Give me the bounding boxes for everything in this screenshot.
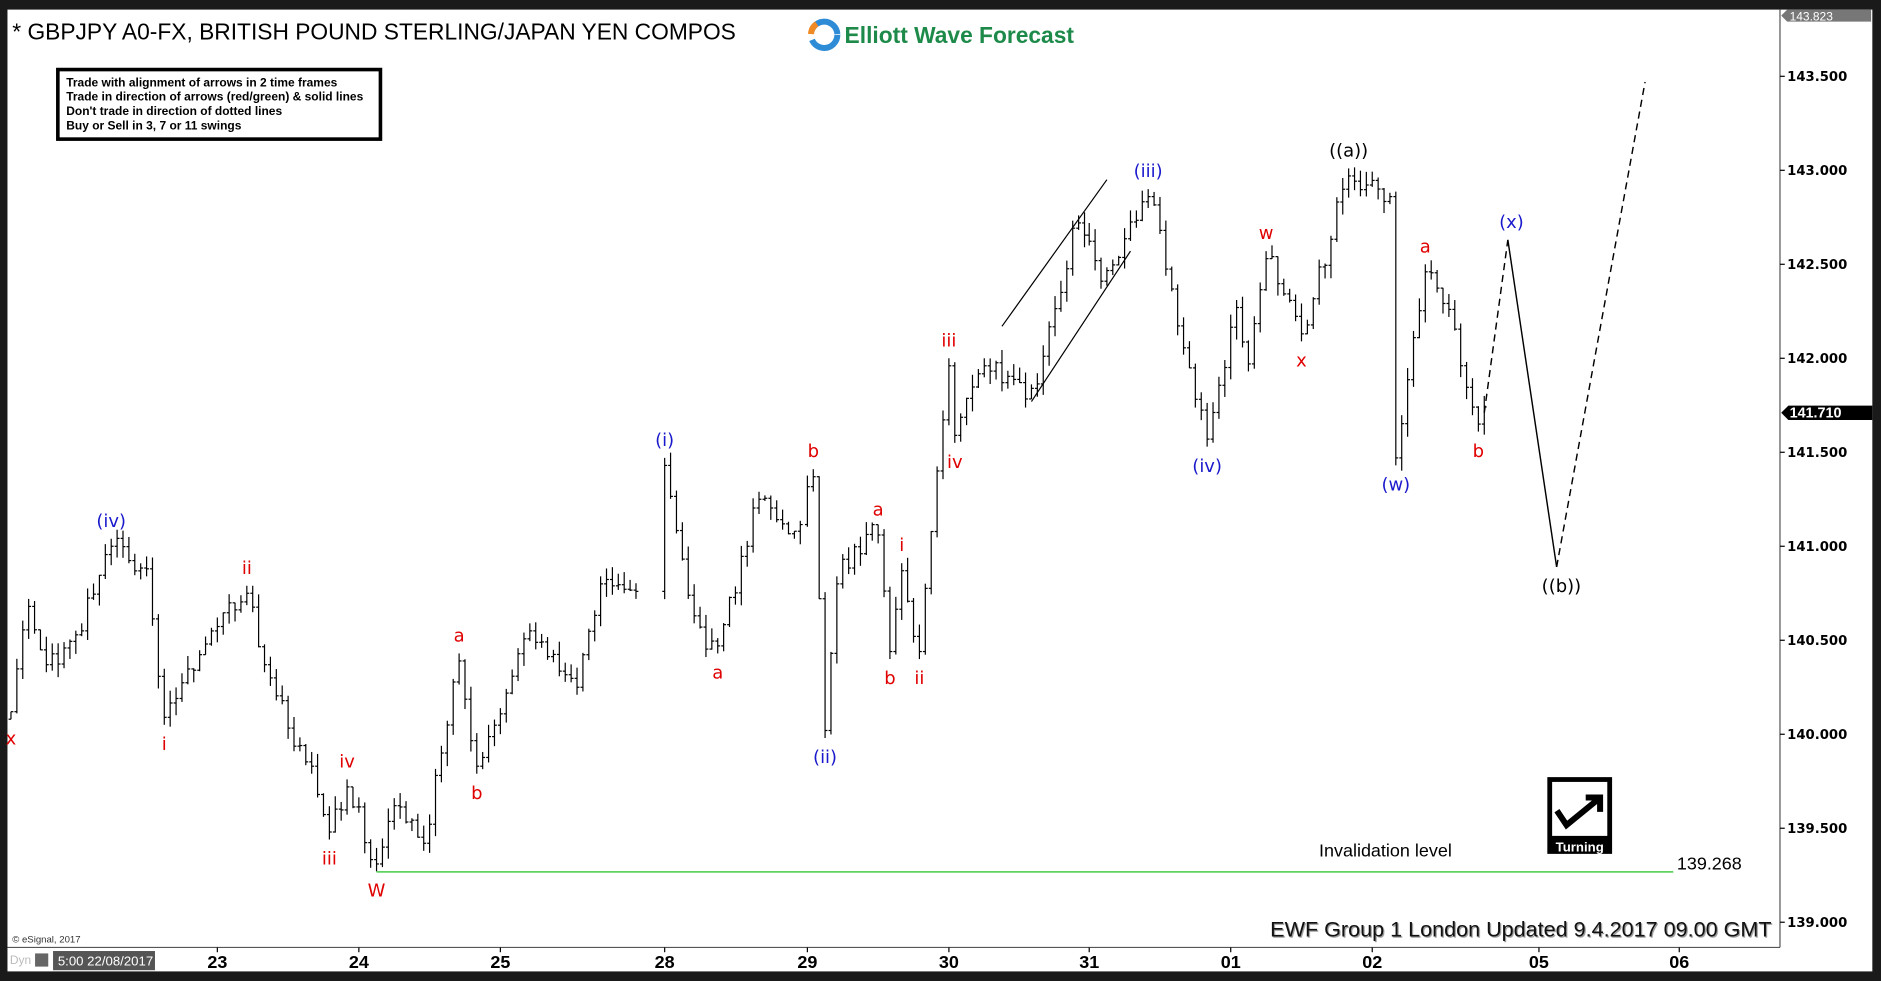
wave-label: (x)	[1499, 212, 1524, 233]
wave-label: ii	[914, 668, 924, 689]
wave-label: (i)	[655, 430, 674, 451]
wave-label: (w)	[1381, 475, 1410, 496]
invalidation-label: Invalidation level	[1319, 840, 1452, 860]
last-price-tag	[1781, 405, 1873, 420]
x-tick-label: 06	[1669, 952, 1689, 972]
projection-path-segment	[1507, 239, 1558, 568]
x-tick-label: 01	[1221, 952, 1241, 972]
x-tick-label: 05	[1529, 952, 1549, 972]
wave-label: iv	[947, 452, 963, 473]
x-tick-label: 31	[1079, 952, 1099, 972]
y-tick-label: 141.500	[1787, 446, 1847, 461]
x-tick-label: 28	[655, 952, 675, 972]
wave-label: x	[1296, 351, 1307, 372]
high-price-tag-label: 143.823	[1790, 9, 1834, 23]
price-bars	[8, 167, 1487, 872]
wave-label: (ii)	[813, 747, 837, 768]
y-tick-label: 139.000	[1787, 916, 1847, 931]
wave-label: b	[471, 783, 482, 804]
rule-line: Trade with alignment of arrows in 2 time…	[66, 75, 337, 89]
wave-label: iv	[339, 751, 355, 772]
wave-label: (iv)	[1192, 456, 1222, 477]
price-axis[interactable]: 143.500 143.000 142.500 142.000 141.500 141.0…	[1779, 9, 1873, 931]
wave-labels: x(iv)iiiiiiivWab(i)ab(ii)abiiiiiiiv(iii)…	[6, 140, 1581, 901]
rule-line: Trade in direction of arrows (red/green)…	[66, 90, 363, 104]
x-tick-label: 25	[490, 952, 510, 972]
wave-overlay	[376, 81, 1674, 873]
logo: Elliott Wave Forecast	[807, 18, 1075, 51]
cursor-date-box	[53, 951, 155, 971]
projection-path-segment	[1483, 239, 1509, 413]
y-tick-label: 140.500	[1787, 634, 1847, 649]
x-tick-label: 02	[1362, 952, 1382, 972]
wave-label: x	[6, 728, 17, 749]
logo-swirl-icon	[807, 18, 841, 51]
y-tick-label: 141.000	[1787, 540, 1847, 555]
check-arrow-up-right-icon	[1554, 794, 1604, 830]
wave-label: ii	[242, 558, 252, 579]
copyright: © eSignal, 2017	[12, 935, 80, 946]
y-tick-label: 142.500	[1787, 258, 1847, 273]
wave-label: (iv)	[96, 511, 126, 532]
logo-text: Elliott Wave Forecast	[845, 22, 1075, 48]
y-tick-label: 142.000	[1787, 352, 1847, 367]
y-tick-label: 143.000	[1787, 164, 1847, 179]
x-tick-label: 29	[797, 952, 817, 972]
updated-text: EWF Group 1 London Updated 9.4.2017 09.0…	[1270, 917, 1771, 942]
cursor-date: 5:00 22/08/2017	[58, 953, 153, 968]
y-tick-label: 143.500	[1787, 70, 1847, 85]
high-price-tag	[1781, 9, 1872, 22]
wave-label: b	[884, 668, 895, 689]
wave-label: w	[1259, 223, 1274, 244]
wave-label: a	[1420, 236, 1431, 257]
x-tick-label: 24	[349, 952, 369, 972]
rule-line: Buy or Sell in 3, 7 or 11 swings	[66, 119, 242, 133]
wave-label: ((a))	[1329, 140, 1368, 161]
wave-label: iii	[941, 330, 956, 351]
wave-label: i	[899, 535, 904, 556]
wave-label: ((b))	[1542, 576, 1581, 597]
wave-label: (iii)	[1134, 161, 1163, 182]
wave-label: W	[368, 881, 386, 902]
wave-label: a	[873, 499, 884, 520]
wave-label: a	[454, 625, 465, 646]
rule-line: Don't trade in direction of dotted lines	[66, 104, 282, 118]
y-tick-label: 140.000	[1787, 728, 1847, 743]
turning-badge: Turning	[1547, 777, 1613, 854]
wave-label: iii	[322, 849, 337, 870]
dyn-label[interactable]: Dyn	[10, 953, 31, 967]
wave-label: a	[712, 663, 723, 684]
wave-label: i	[162, 734, 167, 755]
x-tick-label: 30	[939, 952, 959, 972]
channel-line	[1001, 179, 1108, 327]
last-price-tag-label: 141.710	[1790, 406, 1842, 422]
lock-icon[interactable]	[35, 953, 49, 967]
rules-box: Trade with alignment of arrows in 2 time…	[56, 67, 383, 141]
y-tick-label: 139.500	[1787, 822, 1847, 837]
projection-path-segment	[1555, 81, 1646, 568]
turning-label: Turning	[1556, 839, 1604, 854]
x-tick-label: 23	[207, 952, 227, 972]
chart-title: * GBPJPY A0-FX, BRITISH POUND STERLING/J…	[12, 19, 736, 45]
wave-label: b	[1473, 441, 1484, 462]
time-axis[interactable]: 23 24 25 28 29 30 31 01 02 05 06	[207, 947, 1689, 972]
channel-line	[1030, 250, 1131, 402]
wave-label: b	[808, 441, 819, 462]
invalidation-value: 139.268	[1677, 853, 1742, 873]
